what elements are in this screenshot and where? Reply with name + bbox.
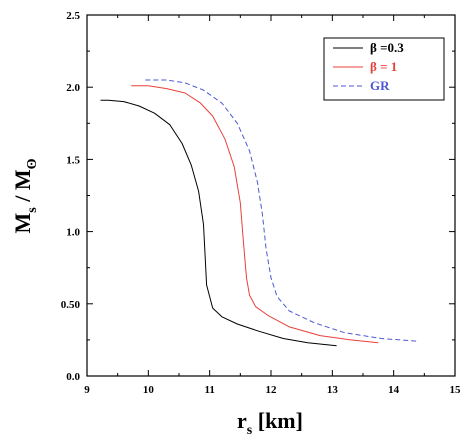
x-tick-label: 13 xyxy=(327,384,339,396)
x-axis-ticks: 9 10 11 12 13 14 15 xyxy=(84,15,461,396)
x-tick-label: 12 xyxy=(266,384,278,396)
x-axis-title-sub: s xyxy=(247,423,253,438)
x-tick-label: 9 xyxy=(84,384,90,396)
legend-label-0: β =0.3 xyxy=(370,40,404,55)
y-axis-ticks: 0.0 0.50 1.0 1.5 2.0 2.5 xyxy=(61,10,455,383)
y-tick-label: 0.50 xyxy=(61,299,81,311)
y-tick-label: 1.5 xyxy=(66,154,80,166)
legend-label-2: GR xyxy=(370,78,390,93)
series-line-1 xyxy=(131,85,379,344)
y-tick-label: 2.5 xyxy=(66,10,80,22)
x-tick-label: 14 xyxy=(388,384,400,396)
x-axis-title-main: r xyxy=(237,408,247,433)
legend-label-1: β = 1 xyxy=(370,59,397,74)
x-tick-label: 10 xyxy=(143,384,155,396)
y-axis-title-main: M xyxy=(10,213,35,234)
legend: β =0.3 β = 1 GR xyxy=(323,37,445,101)
y-tick-label: 1.0 xyxy=(66,227,80,239)
y-axis-title-sub2: ʘ xyxy=(25,158,40,169)
y-axis-title-sub: s xyxy=(25,207,40,213)
y-axis-title-sep: / M xyxy=(10,169,35,207)
y-tick-label: 2.0 xyxy=(66,82,80,94)
x-axis-title: rs [km] xyxy=(237,408,303,438)
x-axis-title-unit: [km] xyxy=(252,408,303,433)
x-tick-label: 15 xyxy=(450,384,462,396)
series-line-2 xyxy=(145,79,419,342)
x-tick-label: 11 xyxy=(204,384,214,396)
series-layer xyxy=(100,79,419,347)
series-line-0 xyxy=(100,99,337,347)
y-tick-label: 0.0 xyxy=(66,371,80,383)
y-axis-title: Ms / Mʘ xyxy=(10,158,40,233)
